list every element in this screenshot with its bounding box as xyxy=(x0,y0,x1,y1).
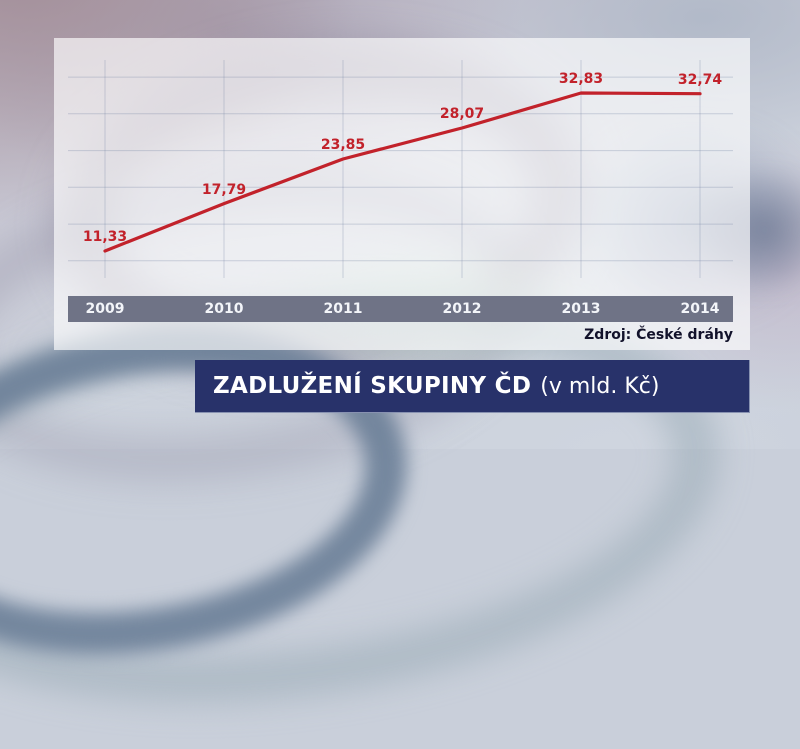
x-tick-2012: 2012 xyxy=(442,301,482,317)
x-tick-2014: 2014 xyxy=(680,301,720,317)
chart-panel: 11,33 17,79 23,85 28,07 32,83 32,74 2009 2010 2… xyxy=(54,38,750,350)
chart-title-units: (v mld. Kč) xyxy=(540,373,660,399)
source-credit: Zdroj: České dráhy xyxy=(584,327,733,343)
x-tick-2013: 2013 xyxy=(561,301,601,317)
x-tick-2009: 2009 xyxy=(85,301,125,317)
x-tick-2010: 2010 xyxy=(204,301,244,317)
value-label: 23,85 xyxy=(320,137,366,154)
value-label: 11,33 xyxy=(82,229,128,246)
debt-line xyxy=(103,91,702,253)
x-axis-band: 2009 2010 2011 2012 2013 2014 xyxy=(68,296,733,322)
value-label: 32,83 xyxy=(558,71,604,88)
x-tick-2011: 2011 xyxy=(323,301,363,317)
value-label: 28,07 xyxy=(439,106,485,122)
value-label: 17,79 xyxy=(201,181,247,198)
value-label: 32,74 xyxy=(677,71,723,88)
title-bar: ZADLUŽENÍ SKUPINY ČD (v mld. Kč) xyxy=(195,360,750,413)
line-chart xyxy=(68,60,733,278)
chart-title: ZADLUŽENÍ SKUPINY ČD xyxy=(213,373,532,399)
